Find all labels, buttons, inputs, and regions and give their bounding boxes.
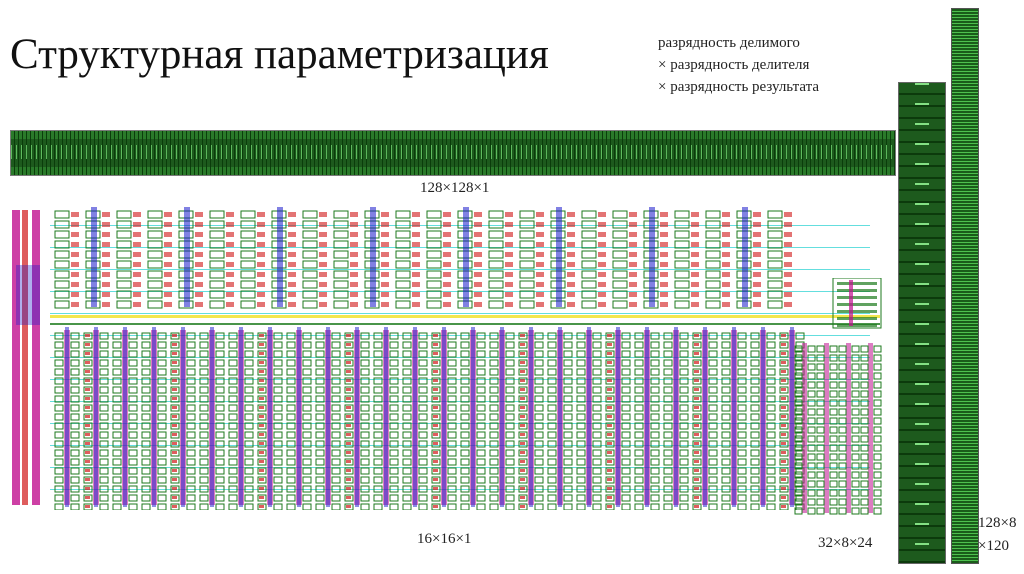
layout-128x128x1 xyxy=(10,130,896,176)
layout-16x16x1 xyxy=(10,205,880,510)
legend-line-divisor: × разрядность делителя xyxy=(658,57,810,73)
legend-line-result: × разрядность результата xyxy=(658,79,819,95)
legend: разрядность делимого × разрядность делит… xyxy=(658,32,819,98)
label-16x16x1: 16×16×1 xyxy=(417,531,472,547)
layout-32x8x24-drawing xyxy=(794,278,882,515)
label-128x8-line1: 128×8 xyxy=(978,515,1017,531)
legend-line-dividend: разрядность делимого xyxy=(658,35,800,51)
label-128x128x1: 128×128×1 xyxy=(420,180,490,196)
layout-32x8x24-cells xyxy=(793,278,883,516)
label-32x8x24: 32×8×24 xyxy=(818,535,873,551)
layout-32x8x24-column xyxy=(898,82,946,564)
label-128x8-line2: ×120 xyxy=(978,538,1009,554)
slide-title: Структурная параметризация xyxy=(10,31,549,78)
layout-128x8x120 xyxy=(951,8,979,564)
layout-16x16x1-drawing xyxy=(12,207,880,510)
